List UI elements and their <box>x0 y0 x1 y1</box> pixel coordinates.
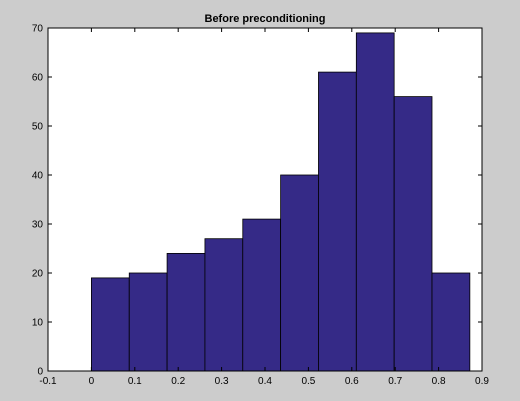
y-axis-ticks: 0 10 20 30 40 50 60 70 <box>32 24 482 378</box>
histogram-bar <box>280 174 319 372</box>
histogram-bar <box>393 96 433 372</box>
y-tick-label: 70 <box>32 24 44 35</box>
histogram-bar <box>318 71 357 372</box>
histogram-bar <box>355 32 395 372</box>
y-tick-label: 20 <box>32 269 44 280</box>
histogram-bar <box>166 252 206 372</box>
histogram-bar <box>91 277 130 372</box>
x-tick-label: 0.8 <box>432 376 446 387</box>
y-tick-label: 40 <box>32 171 44 182</box>
y-tick-label: 60 <box>32 73 44 84</box>
x-tick-label: 0.4 <box>258 376 272 387</box>
histogram-bar <box>242 218 282 372</box>
x-tick-label: 0.6 <box>345 376 359 387</box>
y-tick-label: 10 <box>32 318 44 329</box>
x-tick-label: 0.9 <box>475 376 489 387</box>
x-tick-label: 0.3 <box>215 376 229 387</box>
histogram-bar <box>204 238 244 372</box>
y-tick-label: 0 <box>37 367 43 378</box>
histogram-bar <box>128 272 168 372</box>
y-tick-label: 30 <box>32 220 44 231</box>
histogram-bar <box>431 272 471 372</box>
x-tick-label: 0 <box>89 376 95 387</box>
x-tick-label: 0.1 <box>128 376 142 387</box>
x-tick-label: 0.2 <box>171 376 185 387</box>
bars-group <box>91 32 471 372</box>
axes-frame <box>47 27 483 372</box>
x-tick-label: -0.1 <box>39 376 57 387</box>
x-tick-label: 0.7 <box>388 376 402 387</box>
x-tick-label: 0.5 <box>301 376 315 387</box>
chart-title: Before preconditioning <box>205 13 326 25</box>
y-tick-label: 50 <box>32 122 44 133</box>
